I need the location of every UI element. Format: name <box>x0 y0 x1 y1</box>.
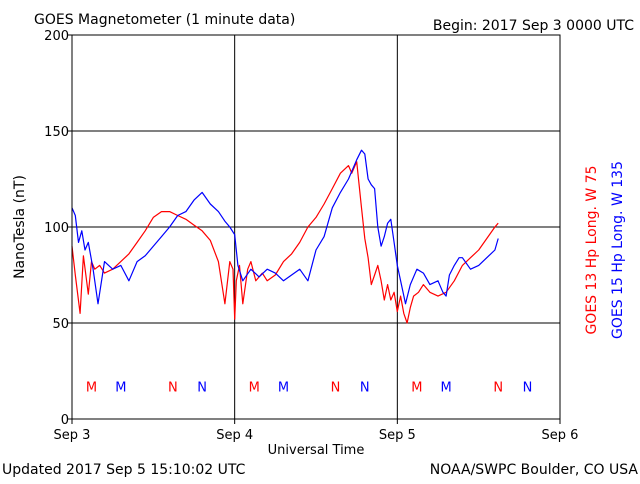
y-tick-label: 0 <box>61 413 69 428</box>
marker-m: M <box>278 380 289 395</box>
grid <box>72 35 560 419</box>
marker-n: N <box>168 380 178 395</box>
y-tick-label: 200 <box>44 29 69 44</box>
marker-m: M <box>411 380 422 395</box>
updated-label: Updated 2017 Sep 5 15:10:02 UTC <box>2 462 246 478</box>
x-tick-label: Sep 4 <box>216 428 253 443</box>
marker-n: N <box>493 380 503 395</box>
x-tick-label: Sep 6 <box>542 428 579 443</box>
series-lines <box>71 149 499 324</box>
begin-label: Begin: 2017 Sep 3 0000 UTC <box>433 18 634 34</box>
chart-title: GOES Magnetometer (1 minute data) <box>34 12 295 28</box>
goes13-line <box>71 161 499 324</box>
y-tick-label: 100 <box>44 221 69 236</box>
y-tick-label: 50 <box>52 317 69 332</box>
legend-goes15: GOES 15 Hp Long. W 135 <box>610 161 626 339</box>
axis-ticks: 0 50 100 150 200 Sep 3 Sep 4 Sep 5 Sep 6 <box>44 29 578 443</box>
marker-n: N <box>523 380 533 395</box>
legend-goes13: GOES 13 Hp Long. W 75 <box>584 165 600 334</box>
marker-n: N <box>360 380 370 395</box>
marker-m: M <box>249 380 260 395</box>
y-tick-label: 150 <box>44 125 69 140</box>
goes15-line <box>71 149 499 305</box>
marker-m: M <box>441 380 452 395</box>
y-axis-label: NanoTesla (nT) <box>12 175 28 279</box>
marker-n: N <box>197 380 207 395</box>
marker-m: M <box>115 380 126 395</box>
marker-n: N <box>331 380 341 395</box>
credit-label: NOAA/SWPC Boulder, CO USA <box>430 462 639 478</box>
x-tick-label: Sep 5 <box>379 428 416 443</box>
marker-m: M <box>86 380 97 395</box>
x-tick-label: Sep 3 <box>54 428 91 443</box>
x-axis-label: Universal Time <box>268 443 365 458</box>
